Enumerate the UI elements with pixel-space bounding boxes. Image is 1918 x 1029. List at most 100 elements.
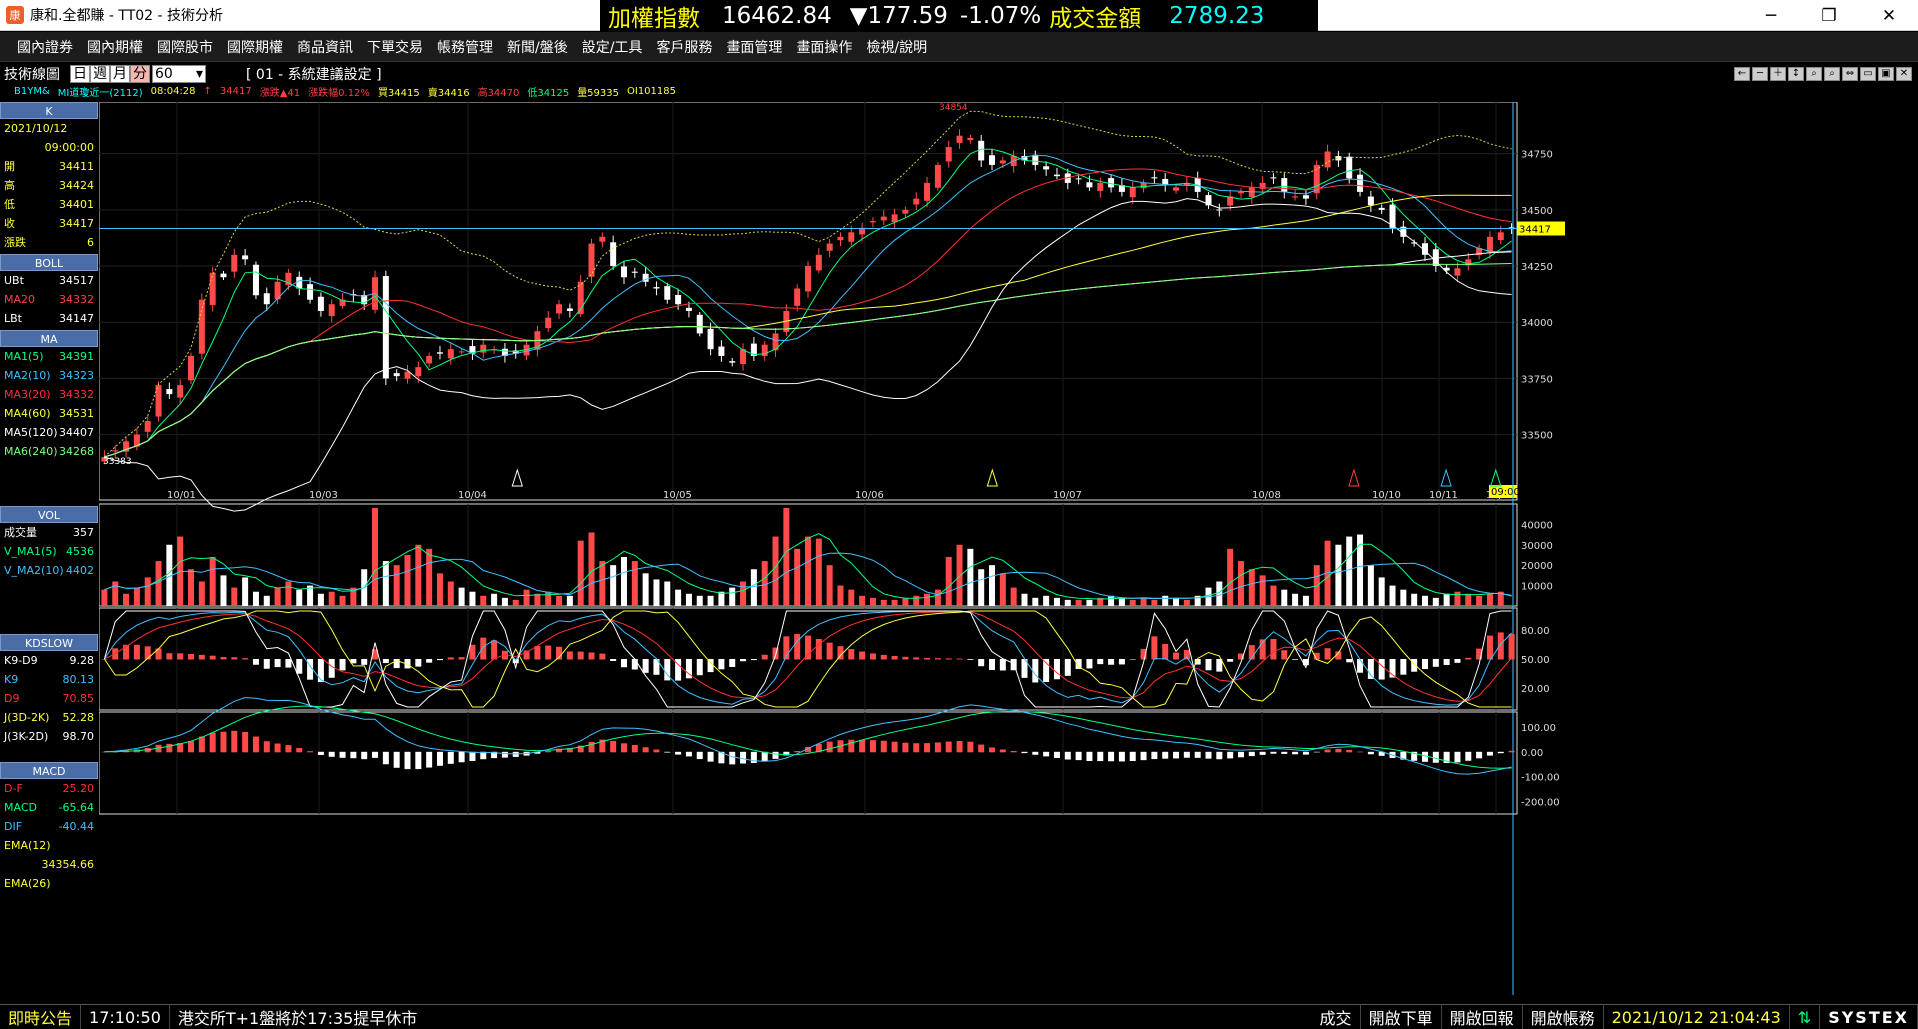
menu-item-4[interactable]: 商品資訊 xyxy=(297,39,353,56)
period-0[interactable]: 日 xyxy=(70,65,90,83)
chart-ctrl-1-icon[interactable]: ─ xyxy=(1752,67,1768,81)
candle-body xyxy=(869,221,876,223)
announce-time: 17:10:50 xyxy=(81,1005,170,1029)
status-button-2[interactable]: 開啟回報 xyxy=(1442,1005,1523,1029)
quote-name: MI道瓊近一(2112) xyxy=(57,88,143,99)
candle-body xyxy=(1205,195,1212,206)
quote-high: 高34470 xyxy=(477,88,520,99)
macd-histogram-bar xyxy=(588,741,595,753)
macd-histogram-bar xyxy=(545,750,552,753)
close-button[interactable]: ✕ xyxy=(1881,5,1897,26)
kd-diff-bar xyxy=(945,658,952,660)
volume-bar xyxy=(198,581,205,606)
kd-diff-bar xyxy=(1097,659,1104,665)
volume-bar xyxy=(350,587,357,606)
kd-diff-bar xyxy=(826,642,833,660)
candle-body xyxy=(285,272,292,286)
macd-histogram-bar xyxy=(1097,751,1104,762)
chart-area[interactable]: 33500 33750 34000 34250 34500 34750 10/01 10/03… xyxy=(98,101,1918,995)
chart-ctrl-4-icon[interactable]: ⌕ xyxy=(1806,67,1822,81)
volume-bar xyxy=(1497,591,1504,606)
candle-body xyxy=(1064,173,1071,183)
setting-label[interactable]: [ 01 - 系統建議設定 ] xyxy=(246,67,382,83)
volume-bar xyxy=(761,561,768,606)
announce-label[interactable]: 即時公告 xyxy=(0,1005,82,1029)
menu-item-6[interactable]: 帳務管理 xyxy=(437,39,493,56)
volume-bar xyxy=(848,589,855,606)
kd-diff-bar xyxy=(339,659,346,671)
macd-histogram-bar xyxy=(902,742,909,753)
macd-histogram-bar xyxy=(469,751,476,762)
ohlc-value: 34411 xyxy=(59,160,94,173)
candle-body xyxy=(1129,187,1136,198)
interval-value: 60 xyxy=(155,66,173,82)
period-3[interactable]: 分 xyxy=(130,65,150,83)
macd-histogram-bar xyxy=(393,751,400,768)
volume-bar xyxy=(740,581,747,606)
vol-label: V_MA2(10) xyxy=(4,564,64,577)
volume-bar xyxy=(999,573,1006,606)
volume-bar xyxy=(339,595,346,606)
ohlc-label: 開 xyxy=(4,160,15,173)
candle-body xyxy=(328,304,335,317)
menu-item-5[interactable]: 下單交易 xyxy=(367,39,423,56)
menu-item-9[interactable]: 客戶服務 xyxy=(656,39,713,56)
menu-item-3[interactable]: 國際期權 xyxy=(227,39,283,56)
menu-item-8[interactable]: 設定/工具 xyxy=(581,39,643,56)
volume-bar xyxy=(1043,595,1050,606)
status-button-0[interactable]: 成交 xyxy=(1312,1005,1361,1029)
kd-diff-bar xyxy=(1173,652,1180,660)
candle-body xyxy=(566,308,573,311)
menu-item-12[interactable]: 檢視/說明 xyxy=(866,39,928,56)
interval-select[interactable]: 60 ▾ xyxy=(152,65,206,83)
kd-diff-bar xyxy=(133,644,140,660)
volume-bar xyxy=(729,587,736,606)
ohlc-row: 高 34424 xyxy=(0,176,98,195)
kd-diff-bar xyxy=(1227,659,1234,662)
macd-histogram-bar xyxy=(805,746,811,753)
macd-label: D-F xyxy=(4,782,23,795)
volume-bar xyxy=(1486,593,1493,606)
chart-ctrl-7-icon[interactable]: ▭ xyxy=(1860,67,1876,81)
candle-body xyxy=(274,281,281,300)
chart-ctrl-6-icon[interactable]: ⇔ xyxy=(1842,67,1858,81)
status-button-1[interactable]: 開啟下單 xyxy=(1361,1005,1442,1029)
menu-item-1[interactable]: 國內期權 xyxy=(87,39,143,56)
volume-bar xyxy=(220,575,227,606)
chart-ctrl-0-icon[interactable]: ← xyxy=(1734,67,1750,81)
chart-svg[interactable]: 33500 33750 34000 34250 34500 34750 10/01 10/03… xyxy=(98,101,1918,995)
vol-row: V_MA1(5) 4536 xyxy=(0,542,98,561)
chart-ctrl-2-icon[interactable]: ＋ xyxy=(1770,67,1786,81)
maximize-button[interactable]: ❐ xyxy=(1821,5,1837,26)
minimize-button[interactable]: ─ xyxy=(1765,5,1777,26)
macd-tick-label: 0.00 xyxy=(1521,748,1543,759)
period-1[interactable]: 週 xyxy=(90,65,110,83)
kd-diff-bar xyxy=(1205,659,1212,671)
chart-ctrl-8-icon[interactable]: ▣ xyxy=(1878,67,1894,81)
macd-histogram-bar xyxy=(317,751,324,755)
candle-body xyxy=(588,243,595,277)
title-bar: 康 康和.全都賺 - TT02 - 技術分析 加權指數 16462.84 ▼17… xyxy=(0,0,1918,31)
volume-bar xyxy=(783,508,790,606)
menu-item-7[interactable]: 新聞/盤後 xyxy=(507,39,568,56)
vol-label: 成交量 xyxy=(4,526,37,539)
macd-histogram-bar xyxy=(599,739,606,753)
volume-bar xyxy=(934,589,941,606)
chart-ctrl-9-icon[interactable]: ✕ xyxy=(1896,67,1912,81)
volume-bar xyxy=(610,565,617,606)
boll-header: BOLL xyxy=(0,254,98,271)
status-button-3[interactable]: 開啟帳務 xyxy=(1523,1005,1604,1029)
macd-histogram-bar xyxy=(252,736,259,753)
chart-ctrl-3-icon[interactable]: ↕ xyxy=(1788,67,1804,81)
macd-histogram-bar xyxy=(631,745,638,753)
quote-change: 漲跌▲41 xyxy=(259,88,301,99)
menu-item-2[interactable]: 國際股市 xyxy=(157,39,213,56)
menu-item-10[interactable]: 畫面管理 xyxy=(726,39,783,56)
menu-item-0[interactable]: 國內證券 xyxy=(17,39,73,56)
menu-item-11[interactable]: 畫面操作 xyxy=(796,39,853,56)
candle-body xyxy=(339,299,346,306)
volume-bar xyxy=(328,591,335,606)
volume-bar xyxy=(166,544,173,606)
chart-ctrl-5-icon[interactable]: ⌕ xyxy=(1824,67,1840,81)
period-2[interactable]: 月 xyxy=(110,65,130,83)
